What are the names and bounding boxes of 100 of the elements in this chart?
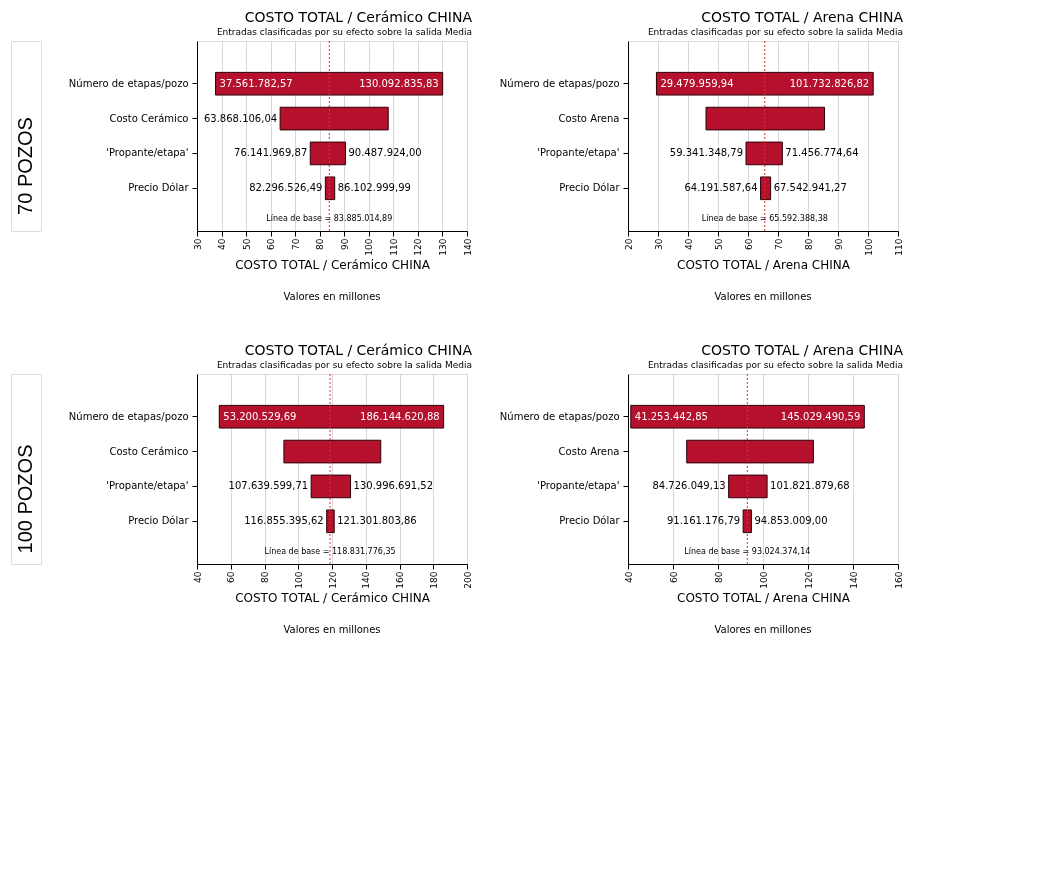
bar xyxy=(760,176,772,201)
annotation: 86.102.999,99 xyxy=(337,182,411,194)
annotation: 91.161.176,79 xyxy=(666,515,741,527)
x-tick-label: 100 xyxy=(364,238,375,256)
x-tick-label: 70 xyxy=(290,238,301,250)
x-axis-title: COSTO TOTAL / Arena CHINA xyxy=(677,257,851,272)
annotation: 59.341.348,79 xyxy=(669,147,744,159)
y-tick-label: Número de etapas/pozo xyxy=(68,410,189,422)
x-tick-label: 50 xyxy=(241,238,252,250)
x-tick-label: 80 xyxy=(315,238,326,250)
y-tick-label: Precio Dólar xyxy=(559,515,621,527)
x-tick-label: 110 xyxy=(388,238,399,256)
y-tick-label: Número de etapas/pozo xyxy=(499,77,620,89)
chart-title: COSTO TOTAL / Cerámico CHINA xyxy=(244,8,473,25)
y-tick-label: Costo Cerámico xyxy=(109,445,189,457)
x-tick-label: 50 xyxy=(713,238,724,250)
y-tick-label: Precio Dólar xyxy=(128,515,190,527)
x-tick-label: 90 xyxy=(339,238,350,250)
x-tick-label: 80 xyxy=(260,571,270,583)
chart-title: COSTO TOTAL / Cerámico CHINA xyxy=(244,341,473,358)
chart-subtitle: Entradas clasificadas por su efecto sobre la salida Media xyxy=(647,26,903,37)
x-tick-label: 60 xyxy=(226,571,237,583)
bar xyxy=(742,509,752,534)
y-tick-label: Precio Dólar xyxy=(559,182,621,194)
text: 70 POZOS xyxy=(14,117,36,215)
y-tick-label: Número de etapas/pozo xyxy=(68,77,189,89)
chart-title: COSTO TOTAL / Arena CHINA xyxy=(701,8,904,25)
x-tick-label: 80 xyxy=(803,238,814,250)
ref-line-label: Línea de base = 93.024.374,14 xyxy=(684,547,811,556)
annotation: 101.732.826,82 xyxy=(789,77,870,89)
bar xyxy=(309,141,346,166)
y-tick-label: Precio Dólar xyxy=(128,182,190,194)
y-tick-label: Número de etapas/pozo xyxy=(499,410,620,422)
annotation: 53.200.529,69 xyxy=(223,410,297,422)
x-tick-label: 100 xyxy=(293,571,304,589)
y-tick-label: 'Propante/etapa' xyxy=(537,147,620,159)
y-tick-label: 'Propante/etapa' xyxy=(106,480,189,492)
annotation: 130.996.691,52 xyxy=(353,480,434,492)
x-axis-title: COSTO TOTAL / Arena CHINA xyxy=(677,590,851,605)
annotation: 37.561.782,57 xyxy=(219,77,293,89)
y-tick-label: 'Propante/etapa' xyxy=(537,480,620,492)
x-tick-label: 60 xyxy=(743,238,754,250)
x-tick-label: 160 xyxy=(893,571,904,589)
x-tick-label: 120 xyxy=(803,571,814,589)
annotation: 90.487.924,00 xyxy=(348,147,422,159)
annotation: 67.542.941,27 xyxy=(773,182,847,194)
chart-subtitle: Entradas clasificadas por su efecto sobre la salida Media xyxy=(216,359,472,370)
x-tick-label: 90 xyxy=(833,238,844,250)
annotation: 76.141.969,87 xyxy=(234,147,308,159)
x-tick-label: 30 xyxy=(653,238,664,250)
x-tick-label: 140 xyxy=(462,238,473,256)
annotation: 186.144.620,88 xyxy=(360,410,440,422)
text: Valores en millones xyxy=(283,291,381,302)
text: Valores en millones xyxy=(714,291,812,302)
bar xyxy=(324,176,336,201)
annotation: 29.479.959,94 xyxy=(660,77,734,89)
x-tick-label: 40 xyxy=(683,238,694,250)
chart-subtitle: Entradas clasificadas por su efecto sobre la salida Media xyxy=(216,26,472,37)
annotation: 63.868.106,04 xyxy=(203,112,278,124)
annotation: 121.301.803,86 xyxy=(337,515,417,527)
y-tick-label: Costo Arena xyxy=(558,112,620,124)
x-tick-label: 180 xyxy=(428,571,439,589)
x-tick-label: 20 xyxy=(623,238,634,250)
x-tick-label: 40 xyxy=(192,571,203,583)
x-tick-label: 140 xyxy=(361,571,372,589)
ref-line-label: Línea de base = 118.831.776,35 xyxy=(264,547,396,556)
bar xyxy=(283,439,382,464)
x-tick-label: 30 xyxy=(192,238,203,250)
y-tick-label: Costo Cerámico xyxy=(109,112,189,124)
annotation: 64.191.587,64 xyxy=(684,182,758,194)
x-tick-label: 120 xyxy=(413,238,424,256)
x-tick-label: 110 xyxy=(893,238,904,256)
ref-line-label: Línea de base = 65.592.388,38 xyxy=(701,214,828,223)
y-tick-label: 'Propante/etapa' xyxy=(106,147,189,159)
x-tick-label: 130 xyxy=(437,238,448,256)
ref-line-label: Línea de base = 83.885.014,89 xyxy=(266,214,393,223)
annotation: 130.092.835,83 xyxy=(359,77,439,89)
x-tick-label: 60 xyxy=(266,238,277,250)
annotation: 107.639.599,71 xyxy=(228,480,309,492)
x-tick-label: 60 xyxy=(668,571,679,583)
x-tick-label: 40 xyxy=(623,571,634,583)
bar xyxy=(728,474,768,499)
x-tick-label: 120 xyxy=(327,571,338,589)
annotation: 82.296.526,49 xyxy=(249,182,323,194)
x-axis-title: COSTO TOTAL / Cerámico CHINA xyxy=(235,257,431,272)
bar xyxy=(745,141,783,166)
annotation: 94.853.009,00 xyxy=(754,515,828,527)
annotation: 84.726.049,13 xyxy=(652,480,726,492)
annotation: 41.253.442,85 xyxy=(634,410,708,422)
bar xyxy=(705,106,825,131)
x-axis-title: COSTO TOTAL / Cerámico CHINA xyxy=(235,590,431,605)
text: Valores en millones xyxy=(283,624,381,635)
annotation: 116.855.395,62 xyxy=(244,515,324,527)
text: 100 POZOS xyxy=(14,444,36,554)
annotation: 71.456.774,64 xyxy=(785,147,859,159)
y-tick-label: Costo Arena xyxy=(558,445,620,457)
x-tick-label: 100 xyxy=(758,571,769,589)
bar xyxy=(310,474,352,499)
chart-title: COSTO TOTAL / Arena CHINA xyxy=(701,341,904,358)
bar xyxy=(686,439,814,464)
